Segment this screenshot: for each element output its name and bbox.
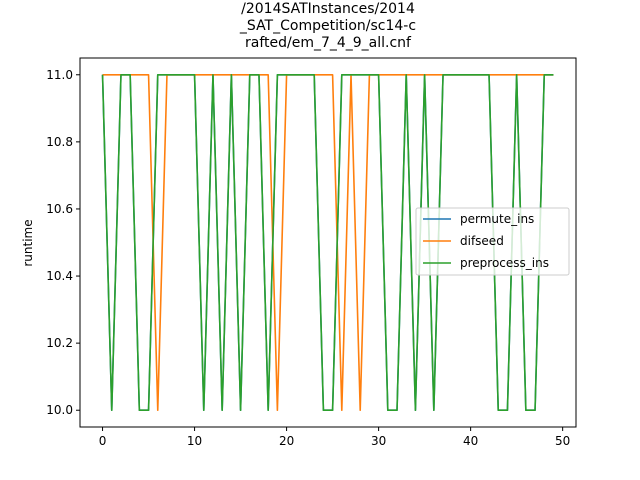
legend-label: preprocess_ins — [460, 256, 549, 270]
y-tick-label: 10.0 — [46, 403, 73, 417]
y-tick-label: 10.6 — [46, 202, 73, 216]
title-line-1: /2014SATInstances/2014 — [241, 1, 415, 17]
x-tick-label: 30 — [371, 434, 386, 448]
y-tick-label: 10.8 — [46, 135, 73, 149]
chart-title: /2014SATInstances/2014 _SAT_Competition/… — [239, 1, 416, 51]
x-tick-label: 50 — [555, 434, 570, 448]
title-line-3: rafted/em_7_4_9_all.cnf — [245, 35, 412, 51]
y-axis-ticks: 10.0 10.2 10.4 10.6 10.8 11.0 — [46, 68, 80, 417]
legend-label: permute_ins — [460, 212, 534, 226]
x-tick-label: 20 — [279, 434, 294, 448]
y-axis-label: runtime — [21, 219, 35, 266]
y-tick-label: 10.2 — [46, 336, 73, 350]
y-tick-label: 10.4 — [46, 269, 73, 283]
plot-frame — [79, 57, 577, 428]
legend-label: difseed — [460, 234, 504, 248]
legend-box — [415, 207, 570, 276]
x-axis-ticks: 0 10 20 30 40 50 — [99, 427, 570, 448]
y-tick-label: 11.0 — [46, 68, 73, 82]
series-line-preprocess-ins — [101, 73, 554, 412]
title-line-2: _SAT_Competition/sc14-c — [239, 18, 416, 34]
x-tick-label: 10 — [187, 434, 202, 448]
plot-lines — [101, 73, 554, 412]
x-tick-label: 40 — [463, 434, 478, 448]
x-tick-label: 0 — [99, 434, 107, 448]
